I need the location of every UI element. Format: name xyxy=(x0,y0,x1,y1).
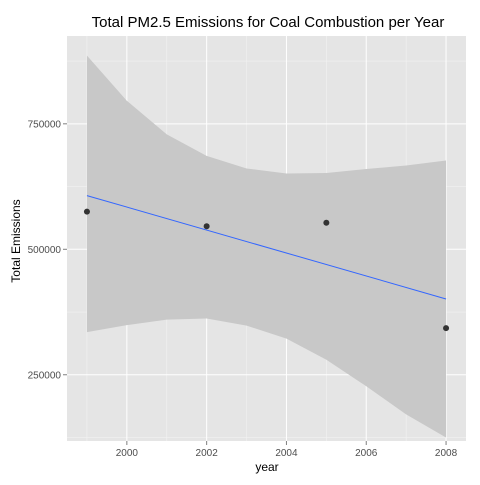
data-point xyxy=(323,219,330,226)
x-tick-label: 2008 xyxy=(435,448,458,459)
data-point xyxy=(203,223,210,230)
y-tick-label: 500000 xyxy=(28,245,62,256)
x-tick-label: 2002 xyxy=(196,448,219,459)
y-axis-ticks: 250000 500000 750000 xyxy=(28,119,67,381)
y-tick-label: 250000 xyxy=(28,370,62,381)
x-axis-ticks: 2000 2002 2004 2006 2008 xyxy=(116,441,458,459)
data-points xyxy=(83,208,450,332)
x-axis-title: year xyxy=(255,460,278,474)
trend-line xyxy=(86,195,447,300)
chart-title: Total PM2.5 Emissions for Coal Combustio… xyxy=(92,14,445,31)
y-tick-label: 750000 xyxy=(28,119,62,130)
data-point xyxy=(83,208,90,215)
x-tick-label: 2006 xyxy=(355,448,378,459)
x-tick-label: 2000 xyxy=(116,448,139,459)
data-point xyxy=(443,325,450,332)
confidence-band xyxy=(87,55,446,438)
y-axis-title: Total Emissions xyxy=(9,199,23,282)
x-tick-label: 2004 xyxy=(275,448,298,459)
